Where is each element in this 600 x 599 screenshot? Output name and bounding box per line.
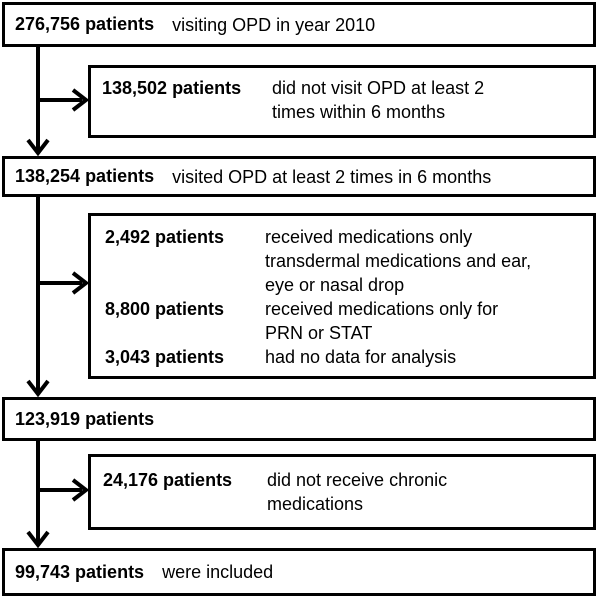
patient-count: 3,043 patients bbox=[105, 347, 225, 367]
arrow-right-icon bbox=[38, 88, 90, 112]
box-excluded-no-revisit: 138,502 patients did not visit OPD at le… bbox=[88, 65, 596, 138]
patient-count: 138,254 patients bbox=[15, 166, 155, 186]
box-description: had no data for analysis bbox=[265, 347, 457, 367]
box-description: received medications only for PRN or STA… bbox=[265, 299, 499, 343]
exclusion-row: 24,176 patients did not receive chronic … bbox=[103, 468, 587, 516]
exclusion-row: 3,043 patients had no data for analysis bbox=[105, 345, 587, 369]
arrow-down-icon bbox=[26, 195, 50, 398]
box-remaining-patients: 123,919 patients bbox=[2, 397, 596, 441]
box-description: did not visit OPD at least 2 times withi… bbox=[272, 78, 485, 122]
box-visited-2-times: 138,254 patients visited OPD at least 2 … bbox=[2, 156, 596, 197]
box-opd-2010-total: 276,756 patients visiting OPD in year 20… bbox=[2, 2, 596, 47]
box-excluded-no-chronic-medications: 24,176 patients did not receive chronic … bbox=[88, 454, 596, 530]
patient-count: 2,492 patients bbox=[105, 227, 225, 247]
arrow-right-icon bbox=[38, 271, 90, 295]
exclusion-row: 8,800 patients received medications only… bbox=[105, 297, 587, 345]
box-description: visiting OPD in year 2010 bbox=[172, 14, 376, 35]
box-description: were included bbox=[162, 562, 274, 582]
arrow-right-icon bbox=[38, 478, 90, 502]
patient-count: 123,919 patients bbox=[15, 408, 155, 429]
box-description: did not receive chronic medications bbox=[267, 470, 448, 514]
box-description: received medications only transdermal me… bbox=[265, 227, 532, 295]
box-description: visited OPD at least 2 times in 6 months bbox=[172, 166, 492, 187]
patient-count: 8,800 patients bbox=[105, 299, 225, 319]
arrow-down-icon bbox=[26, 45, 50, 157]
exclusion-row: 2,492 patients received medications only… bbox=[105, 225, 587, 297]
patient-count: 276,756 patients bbox=[15, 14, 155, 34]
patient-count: 24,176 patients bbox=[103, 470, 233, 490]
patient-count: 138,502 patients bbox=[102, 78, 242, 98]
box-excluded-medication-criteria: 2,492 patients received medications only… bbox=[88, 213, 596, 379]
exclusion-row: 138,502 patients did not visit OPD at le… bbox=[102, 76, 587, 124]
patient-count: 99,743 patients bbox=[15, 561, 145, 582]
box-included-patients: 99,743 patients were included bbox=[2, 548, 596, 596]
